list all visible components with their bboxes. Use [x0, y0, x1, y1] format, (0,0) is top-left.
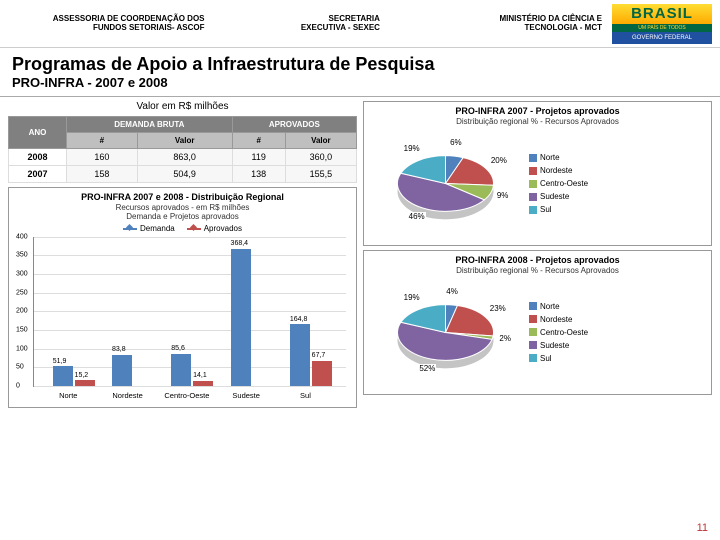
pie-2008: 4%23%2%52%19%	[368, 275, 523, 390]
header-sexec: SECRETARIAEXECUTIVA - SEXEC	[215, 15, 390, 33]
header-mct: MINISTÉRIO DA CIÊNCIA ETECNOLOGIA - MCT	[390, 15, 612, 33]
bar-chart-title: PRO-INFRA 2007 e 2008 - Distribuição Reg…	[13, 192, 352, 203]
table-row: 2007158504,9138155,5	[9, 166, 357, 183]
bar-chart: 05010015020025030035040051,915,2Norte83,…	[33, 237, 346, 387]
pie-2007-legend: NorteNordesteCentro-OesteSudesteSul	[529, 153, 588, 214]
pie-2008-legend: NorteNordesteCentro-OesteSudesteSul	[529, 302, 588, 363]
pie-2007-box: PRO-INFRA 2007 - Projetos aprovados Dist…	[363, 101, 712, 246]
page-subtitle: PRO-INFRA - 2007 e 2008	[0, 75, 720, 97]
pie-2007: 6%20%9%46%19%	[368, 126, 523, 241]
content: Valor em R$ milhões ANO DEMANDA BRUTA AP…	[0, 97, 720, 412]
data-table: ANO DEMANDA BRUTA APROVADOS # Valor # Va…	[8, 116, 357, 183]
th-aprov: APROVADOS	[232, 117, 356, 133]
table-caption: Valor em R$ milhões	[8, 101, 357, 112]
bar-chart-box: PRO-INFRA 2007 e 2008 - Distribuição Reg…	[8, 187, 357, 408]
page-number: 11	[697, 522, 708, 534]
table-row: 2008160863,0119360,0	[9, 149, 357, 166]
bar-legend: Demanda Aprovados	[13, 224, 352, 233]
th-ano: ANO	[9, 117, 67, 149]
header: ASSESSORIA DE COORDENAÇÃO DOSFUNDOS SETO…	[0, 0, 720, 48]
page-title: Programas de Apoio a Infraestrutura de P…	[0, 48, 720, 75]
brasil-logo: BRASIL UM PAÍS DE TODOS GOVERNO FEDERAL	[612, 4, 712, 44]
th-demanda: DEMANDA BRUTA	[66, 117, 232, 133]
header-ascof: ASSESSORIA DE COORDENAÇÃO DOSFUNDOS SETO…	[8, 15, 215, 33]
pie-2008-box: PRO-INFRA 2008 - Projetos aprovados Dist…	[363, 250, 712, 395]
